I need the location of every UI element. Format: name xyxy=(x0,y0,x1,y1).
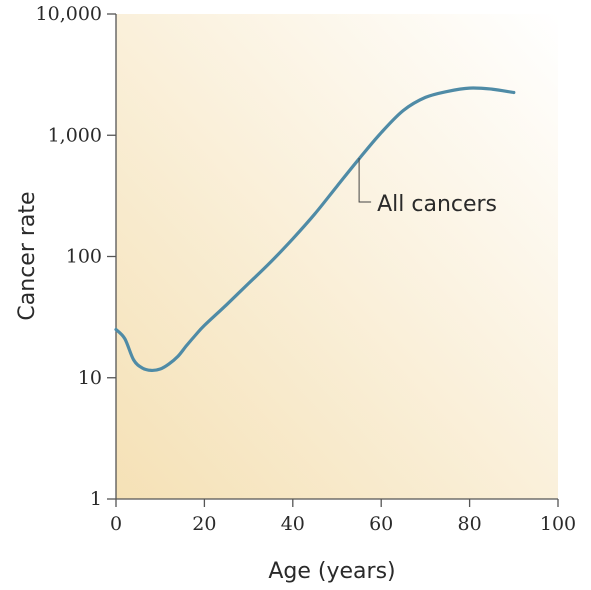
y-tick-label: 1,000 xyxy=(48,124,102,146)
x-tick-label: 80 xyxy=(458,513,482,535)
y-tick-label: 100 xyxy=(66,246,102,268)
x-tick-label: 20 xyxy=(192,513,216,535)
y-tick-label: 10 xyxy=(78,367,102,389)
y-tick-label: 10,000 xyxy=(36,3,102,25)
series-line-all-cancers xyxy=(114,86,516,373)
x-tick-label: 60 xyxy=(369,513,393,535)
annotation-label: All cancers xyxy=(377,192,497,217)
annotation-leader-line xyxy=(358,158,372,203)
axes: 0 20 40 60 80 100 1 10 100 1,000 10,000 xyxy=(36,3,577,535)
annotation-layer: All cancers xyxy=(358,158,497,217)
plot-background xyxy=(116,14,558,499)
x-tick-label: 100 xyxy=(540,513,576,535)
x-tick-label: 40 xyxy=(281,513,305,535)
y-tick-label: 1 xyxy=(90,488,102,510)
series-layer xyxy=(114,86,516,373)
y-axis-label: Cancer rate xyxy=(15,191,40,320)
x-tick-label: 0 xyxy=(110,513,122,535)
x-axis-label: Age (years) xyxy=(268,559,395,584)
